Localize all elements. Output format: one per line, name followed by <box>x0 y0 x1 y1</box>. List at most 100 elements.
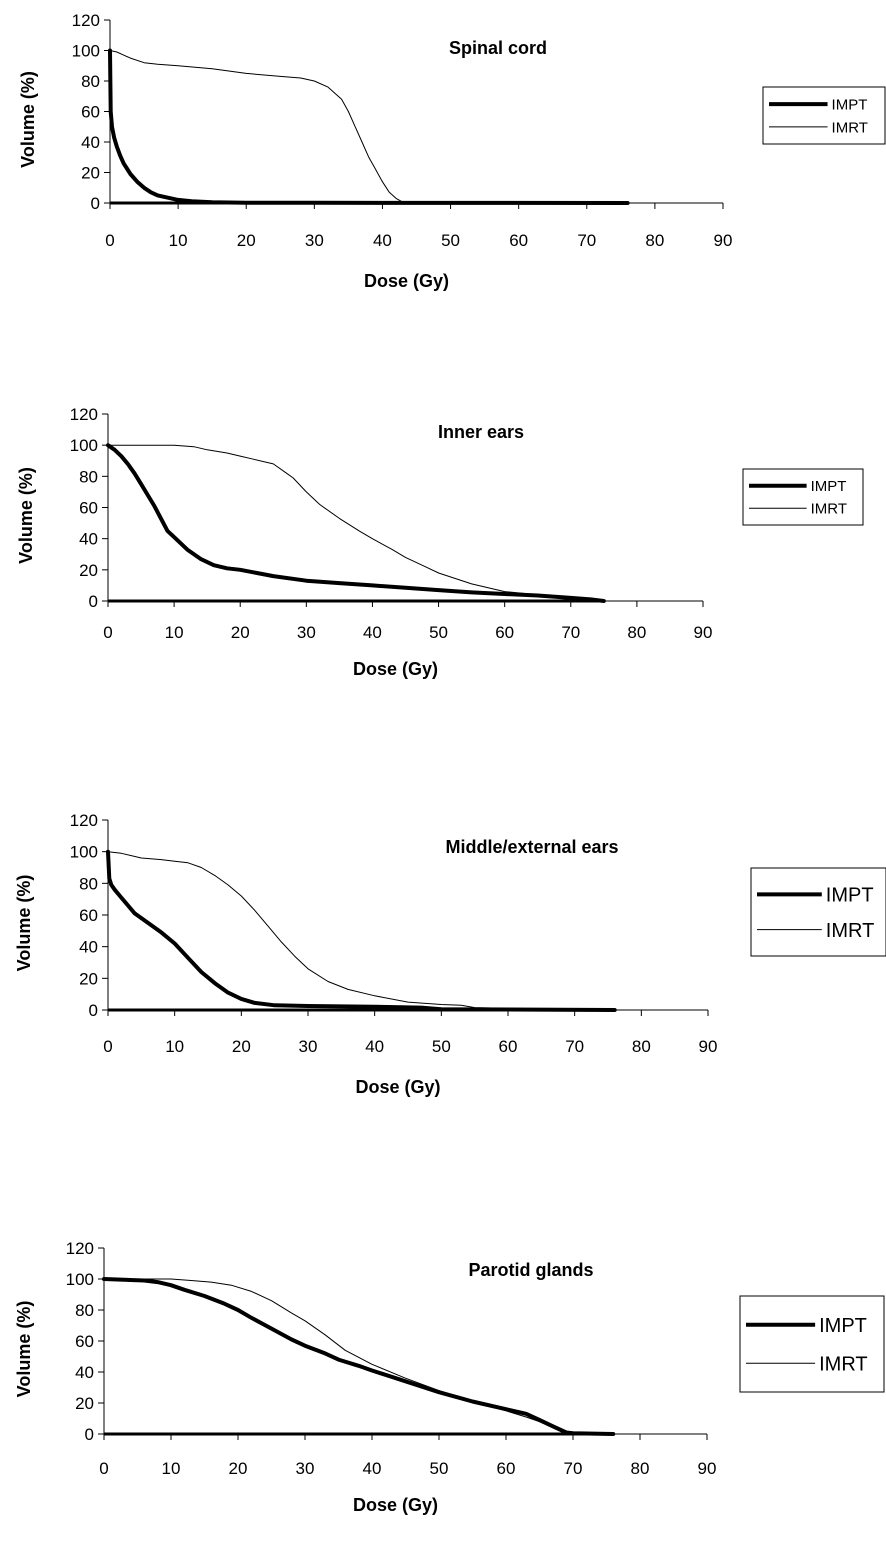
y-tick-label: 120 <box>72 11 100 30</box>
x-tick-label: 10 <box>162 1459 181 1478</box>
y-tick-label: 100 <box>72 42 100 61</box>
y-tick-label: 80 <box>75 1301 94 1320</box>
x-tick-label: 40 <box>373 231 392 250</box>
x-tick-label: 0 <box>105 231 114 250</box>
x-tick-label: 50 <box>430 1459 449 1478</box>
x-tick-label: 30 <box>297 623 316 642</box>
x-tick-label: 30 <box>296 1459 315 1478</box>
y-tick-label: 40 <box>81 133 100 152</box>
legend-box <box>742 468 864 526</box>
x-tick-label: 0 <box>99 1459 108 1478</box>
x-tick-label: 30 <box>299 1037 318 1056</box>
series-line-imrt <box>107 851 616 1011</box>
x-tick-label: 50 <box>441 231 460 250</box>
chart-title: Spinal cord <box>449 38 547 58</box>
chart-title: Inner ears <box>438 422 524 442</box>
y-tick-label: 80 <box>79 874 98 893</box>
x-tick-label: 80 <box>632 1037 651 1056</box>
x-tick-label: 20 <box>232 1037 251 1056</box>
y-tick-label: 0 <box>89 592 98 611</box>
legend-label-imrt: IMRT <box>811 501 847 518</box>
series-line-impt <box>106 443 606 603</box>
y-tick-label: 80 <box>81 72 100 91</box>
y-tick-label: 20 <box>75 1394 94 1413</box>
y-tick-label: 0 <box>91 194 100 213</box>
y-tick-label: 60 <box>81 103 100 122</box>
x-tick-label: 40 <box>365 1037 384 1056</box>
y-tick-label: 80 <box>79 467 98 486</box>
x-tick-label: 50 <box>432 1037 451 1056</box>
y-tick-label: 60 <box>75 1332 94 1351</box>
y-tick-label: 100 <box>66 1270 94 1289</box>
x-tick-label: 20 <box>229 1459 248 1478</box>
y-tick-label: 20 <box>79 561 98 580</box>
chart-title: Middle/external ears <box>445 837 618 857</box>
x-tick-label: 60 <box>497 1459 516 1478</box>
x-tick-label: 80 <box>645 231 664 250</box>
legend: IMPT IMRT <box>739 1295 885 1393</box>
legend: IMPT IMRT <box>762 86 886 145</box>
legend-box <box>739 1295 885 1393</box>
x-tick-label: 0 <box>103 1037 112 1056</box>
x-axis-title: Dose (Gy) <box>355 1077 440 1097</box>
y-axis-title: Volume (%) <box>18 71 38 168</box>
y-tick-label: 40 <box>79 938 98 957</box>
legend-label-imrt: IMRT <box>826 920 875 942</box>
y-tick-label: 0 <box>85 1425 94 1444</box>
x-tick-label: 10 <box>165 623 184 642</box>
x-tick-label: 10 <box>165 1037 184 1056</box>
y-tick-label: 120 <box>70 405 98 424</box>
x-tick-label: 40 <box>363 1459 382 1478</box>
y-tick-label: 60 <box>79 499 98 518</box>
legend-label-impt: IMPT <box>832 97 868 114</box>
x-tick-label: 90 <box>698 1459 717 1478</box>
y-tick-label: 120 <box>70 811 98 830</box>
y-tick-label: 20 <box>79 969 98 988</box>
x-axis-title: Dose (Gy) <box>364 271 449 291</box>
y-tick-label: 0 <box>89 1001 98 1020</box>
x-tick-label: 0 <box>103 623 112 642</box>
x-tick-label: 70 <box>564 1459 583 1478</box>
legend-label-impt: IMPT <box>826 885 874 907</box>
x-tick-label: 50 <box>429 623 448 642</box>
x-tick-label: 60 <box>499 1037 518 1056</box>
legend: IMPT IMRT <box>742 468 864 526</box>
x-tick-label: 30 <box>305 231 324 250</box>
series-line-imrt <box>109 50 629 204</box>
chart-3: 0 20 40 60 80 100 120 0 10 20 30 40 50 60 70 80 90 Middle… <box>14 811 886 1097</box>
legend-label-imrt: IMRT <box>832 119 868 136</box>
x-tick-label: 70 <box>565 1037 584 1056</box>
x-tick-label: 80 <box>627 623 646 642</box>
x-tick-label: 60 <box>495 623 514 642</box>
legend-label-impt: IMPT <box>811 478 847 495</box>
legend-label-imrt: IMRT <box>819 1353 868 1375</box>
series-line-impt <box>108 48 630 205</box>
y-tick-label: 60 <box>79 906 98 925</box>
x-tick-label: 60 <box>509 231 528 250</box>
y-tick-label: 100 <box>70 843 98 862</box>
chart-title: Parotid glands <box>468 1260 593 1280</box>
legend: IMPT IMRT <box>750 867 886 957</box>
series-line-impt <box>102 1277 616 1436</box>
series-line-imrt <box>103 1278 614 1435</box>
x-tick-label: 70 <box>577 231 596 250</box>
legend-label-impt: IMPT <box>819 1315 867 1337</box>
x-tick-label: 70 <box>561 623 580 642</box>
x-tick-label: 10 <box>169 231 188 250</box>
legend-box <box>750 867 886 957</box>
y-tick-label: 100 <box>70 436 98 455</box>
x-axis-title: Dose (Gy) <box>353 1495 438 1515</box>
x-tick-label: 90 <box>714 231 733 250</box>
y-tick-label: 20 <box>81 164 100 183</box>
y-axis-title: Volume (%) <box>14 1301 34 1398</box>
y-axis-title: Volume (%) <box>14 875 34 972</box>
series-line-imrt <box>107 444 605 602</box>
chart-2: 0 20 40 60 80 100 120 0 10 20 30 40 50 60 70 80 90 Inner … <box>16 405 864 679</box>
y-tick-label: 40 <box>75 1363 94 1382</box>
chart-4: 0 20 40 60 80 100 120 0 10 20 30 40 50 60 70 80 90 Paroti… <box>14 1239 885 1515</box>
chart-1: 0 20 40 60 80 100 120 0 10 20 30 40 50 60 70 80 90 Spinal… <box>18 11 886 291</box>
series-line-impt <box>106 849 617 1012</box>
y-tick-label: 40 <box>79 530 98 549</box>
x-tick-label: 90 <box>694 623 713 642</box>
